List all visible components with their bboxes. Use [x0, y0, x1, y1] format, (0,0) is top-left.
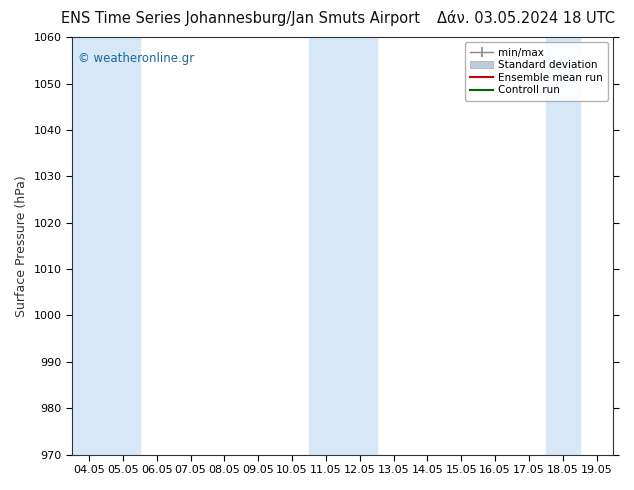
Bar [309, 37, 343, 455]
Y-axis label: Surface Pressure (hPa): Surface Pressure (hPa) [15, 175, 28, 317]
Bar [546, 37, 579, 455]
Bar [106, 37, 139, 455]
Text: © weatheronline.gr: © weatheronline.gr [77, 52, 194, 65]
Legend: min/max, Standard deviation, Ensemble mean run, Controll run: min/max, Standard deviation, Ensemble me… [465, 42, 608, 100]
Bar [72, 37, 106, 455]
Text: Δάν. 03.05.2024 18 UTC: Δάν. 03.05.2024 18 UTC [437, 11, 615, 26]
Bar [343, 37, 377, 455]
Text: ENS Time Series Johannesburg/Jan Smuts Airport: ENS Time Series Johannesburg/Jan Smuts A… [61, 11, 420, 26]
